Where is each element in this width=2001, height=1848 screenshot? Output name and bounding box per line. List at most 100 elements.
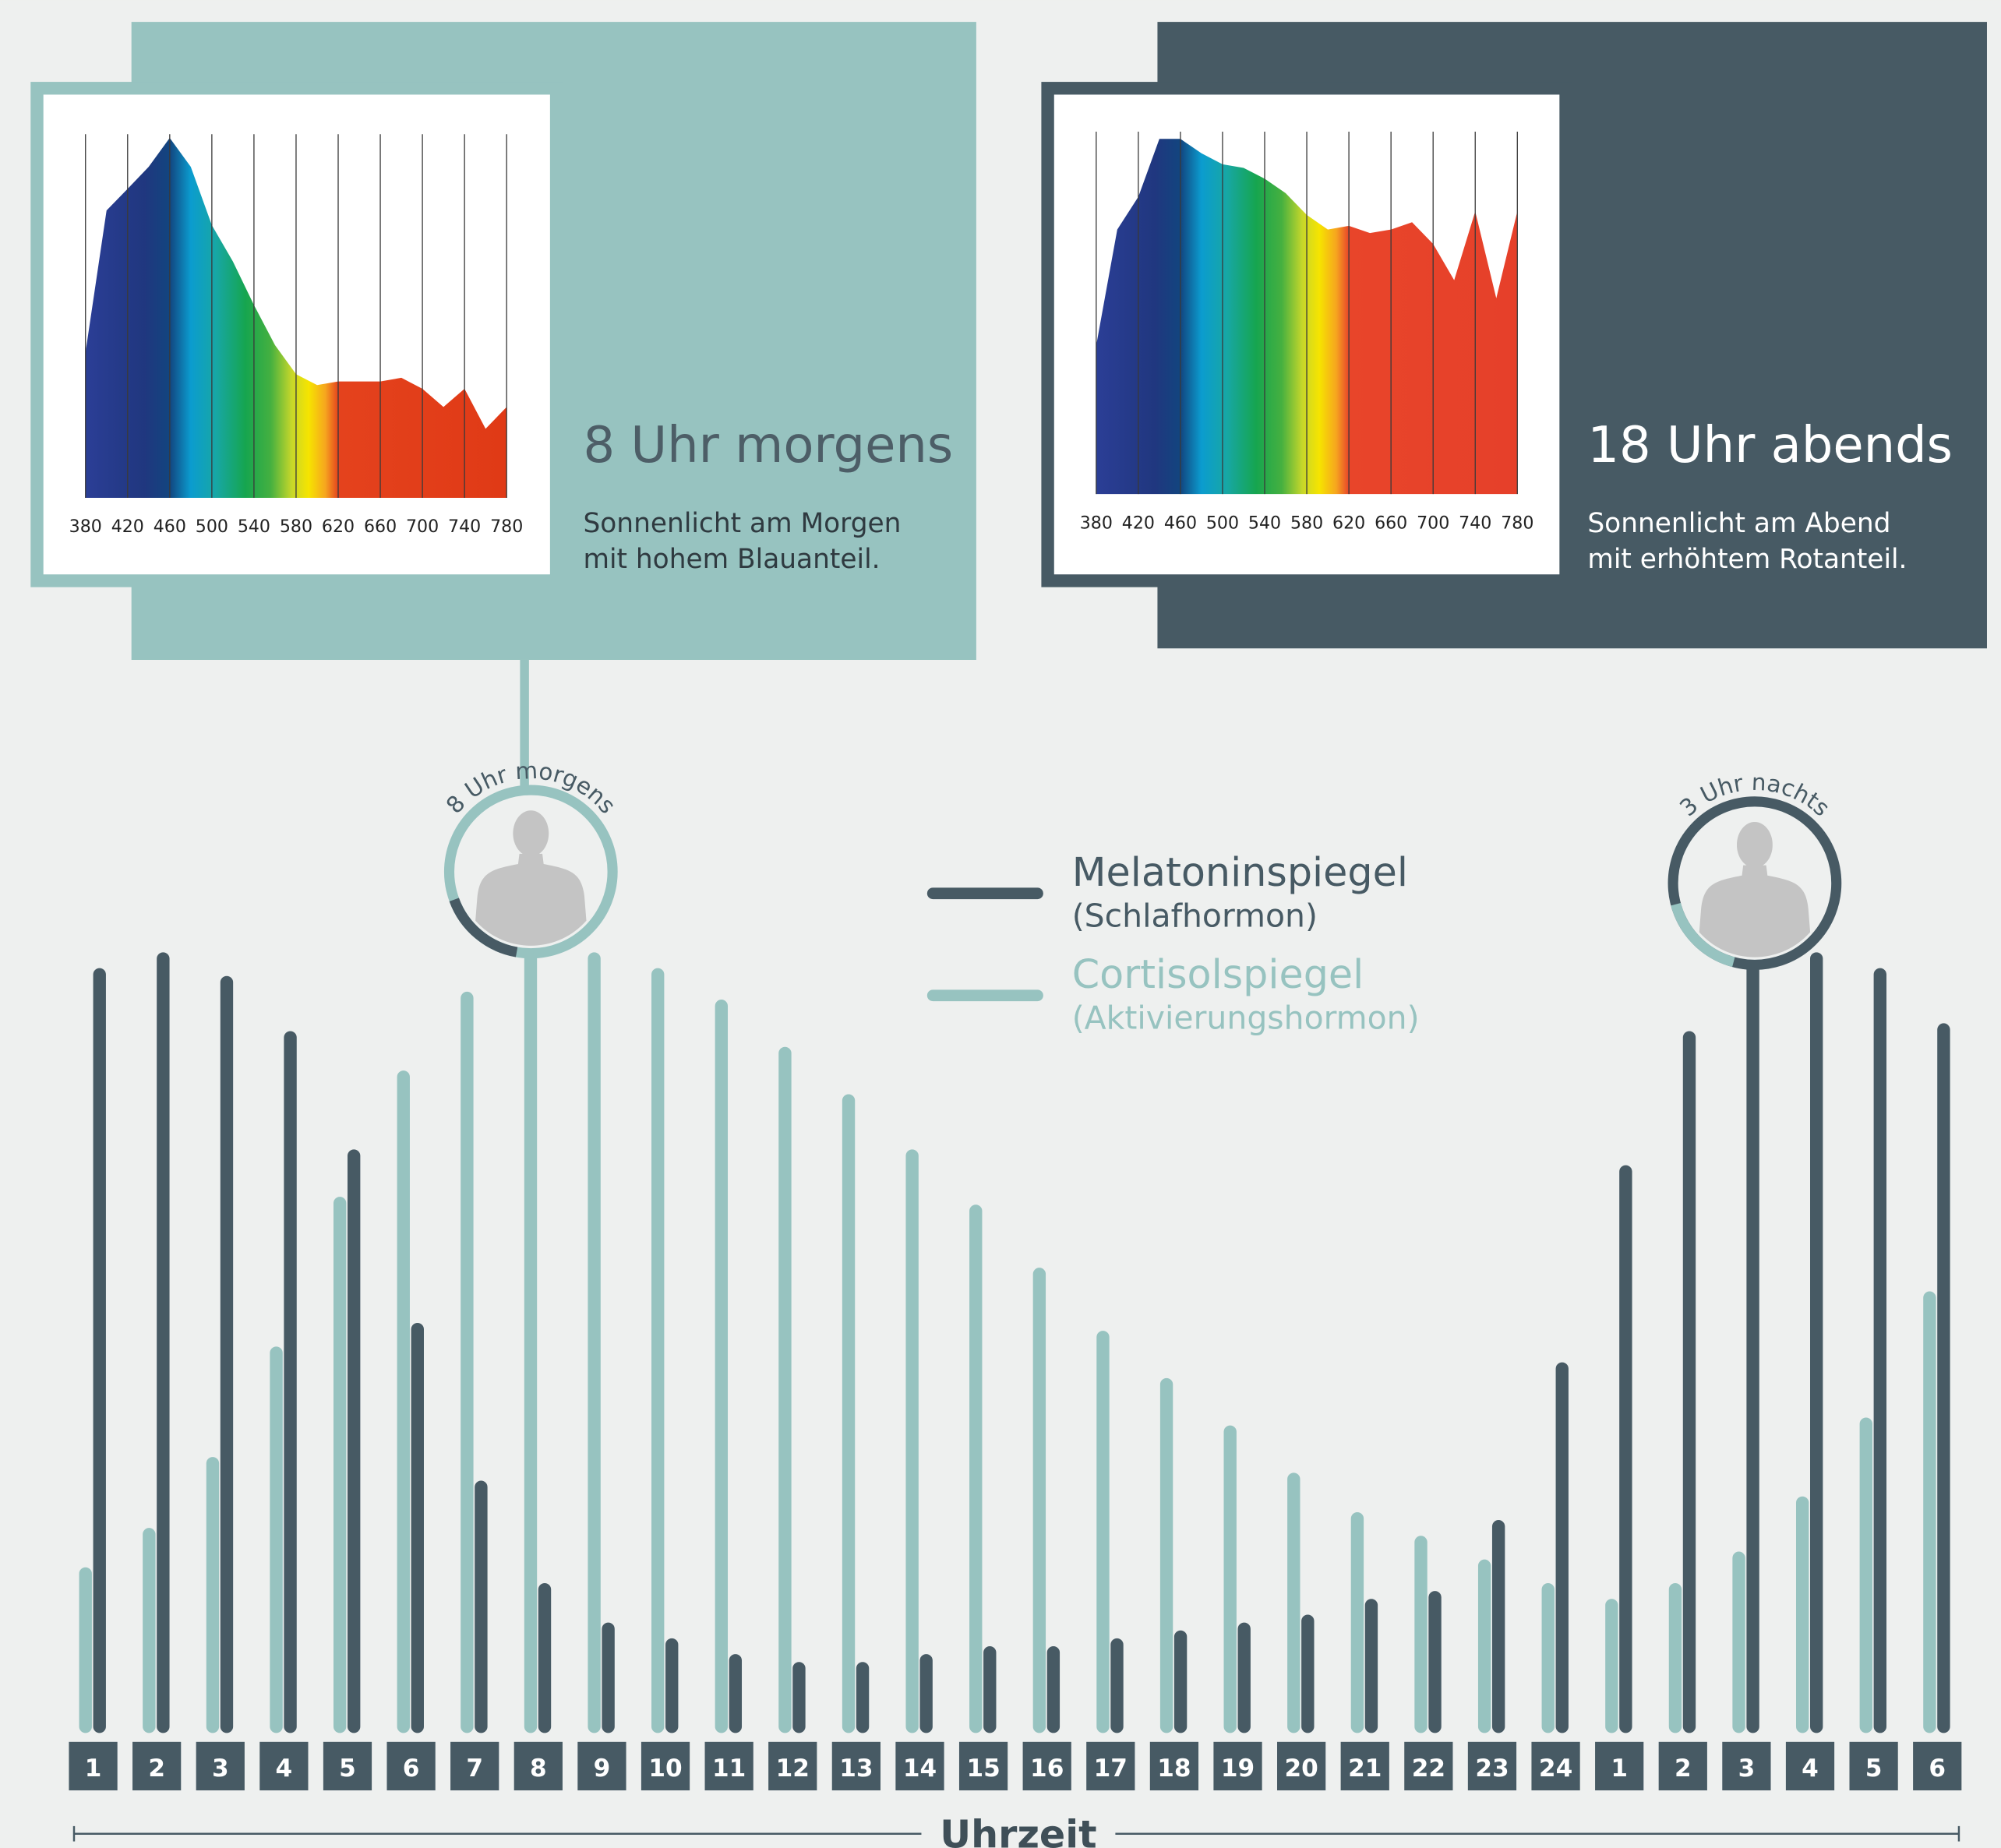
bar [1860,1417,1872,1733]
x-tick-label: 18 [1157,1755,1191,1783]
x-tick-label: 700 [406,517,439,537]
bar [1542,1583,1555,1733]
bar [475,1480,487,1733]
bar [411,1323,424,1733]
bar [969,1204,982,1733]
bar [1492,1520,1505,1733]
x-tick-label: 19 [1221,1755,1255,1783]
bar [1669,1583,1682,1733]
x-tick-label: 4 [1802,1755,1819,1783]
legend-label: Cortisolspiegel [1072,951,1364,997]
bar [792,1662,805,1733]
bar [1414,1536,1427,1733]
x-tick-label: 420 [1122,513,1155,533]
bar [1047,1646,1060,1733]
bar [1365,1599,1378,1733]
x-tick-label: 620 [322,517,355,537]
x-tick-label: 23 [1475,1755,1509,1783]
x-tick-label: 14 [903,1755,937,1783]
x-tick-label: 12 [776,1755,810,1783]
x-tick-label: 22 [1412,1755,1445,1783]
x-tick-label: 660 [364,517,397,537]
infographic: 3804204605005405806206607007407808 Uhr m… [0,0,2001,1848]
bar [1605,1599,1618,1733]
x-tick-label: 21 [1348,1755,1382,1783]
bar [1033,1268,1046,1733]
x-tick-label: 580 [280,517,312,537]
panel-subtitle: Sonnenlicht am Abend [1587,508,1890,539]
bar [284,1032,296,1733]
bar [1110,1638,1123,1733]
x-tick-label: 2 [148,1755,165,1783]
x-tick-label: 8 [530,1755,547,1783]
x-tick-label: 500 [196,517,228,537]
bar [1301,1615,1314,1733]
x-tick-label: 5 [339,1755,356,1783]
bar [1238,1623,1251,1733]
bar [143,1528,155,1733]
silhouette-head [1737,822,1773,868]
bar [1096,1331,1109,1733]
bar [348,1149,360,1733]
bar [397,1070,410,1733]
bar [905,1149,918,1733]
bar [651,968,664,1733]
bar [1796,1497,1809,1733]
x-tick-label: 780 [490,517,523,537]
bar [1428,1591,1441,1733]
x-tick-label: 700 [1417,513,1449,533]
x-tick-label: 380 [1080,513,1113,533]
bar [157,952,169,1733]
bar [1619,1166,1632,1733]
x-tick-label: 540 [1248,513,1281,533]
bar [778,1047,791,1733]
x-tick-label: 15 [966,1755,1000,1783]
bar [602,1623,614,1733]
bar [1556,1363,1569,1733]
x-tick-label: 7 [466,1755,483,1783]
bar [1174,1631,1187,1733]
x-tick-label: 11 [712,1755,746,1783]
x-tick-label: 460 [154,517,186,537]
bar [538,1583,551,1733]
x-tick-label: 3 [212,1755,229,1783]
x-tick-label: 620 [1332,513,1365,533]
x-tick-label: 540 [238,517,270,537]
x-tick-label: 380 [69,517,102,537]
x-tick-label: 10 [648,1755,682,1783]
bar [665,1638,678,1733]
bar [729,1654,742,1733]
bar [524,952,537,1733]
x-tick-label: 6 [403,1755,420,1783]
x-tick-label: 420 [111,517,144,537]
x-tick-label: 460 [1164,513,1197,533]
bar [270,1346,282,1733]
panel-subtitle: mit erhöhtem Rotanteil. [1587,544,1907,575]
bar [1732,1552,1745,1733]
bar [1810,952,1823,1733]
panel-subtitle: mit hohem Blauanteil. [583,544,880,575]
bar [588,952,600,1733]
legend-description: (Schlafhormon) [1072,897,1318,934]
bar [1683,1032,1696,1733]
x-axis-label: Uhrzeit [940,1812,1096,1848]
bar [715,1000,728,1733]
bar [842,1095,855,1733]
x-tick-label: 660 [1375,513,1407,533]
panel-subtitle: Sonnenlicht am Morgen [583,508,901,539]
bar [1224,1426,1237,1733]
x-tick-label: 16 [1030,1755,1064,1783]
bar [1923,1292,1936,1733]
x-tick-label: 1 [85,1755,102,1783]
x-tick-label: 1 [1611,1755,1628,1783]
bar [206,1457,219,1733]
x-tick-label: 4 [276,1755,293,1783]
bar [1746,960,1759,1733]
bar [1874,968,1886,1733]
bar [1160,1378,1173,1733]
bar [919,1654,932,1733]
bar [1937,1023,1950,1733]
legend-description: (Aktivierungshormon) [1072,999,1420,1036]
silhouette-head [513,810,549,856]
bar [461,992,473,1733]
